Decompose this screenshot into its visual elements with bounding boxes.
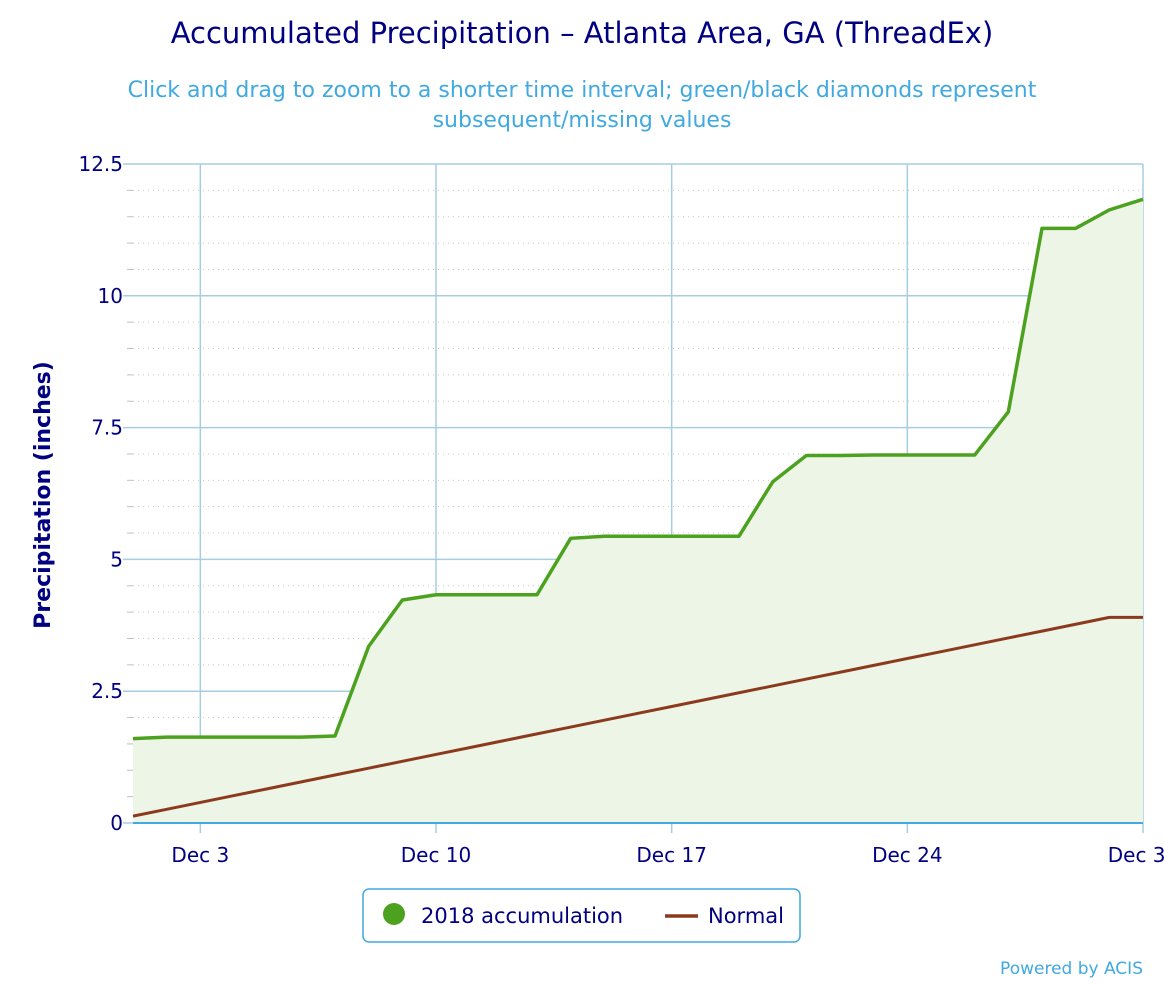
chart-subtitle-line-2: subsequent/missing values xyxy=(433,108,732,133)
chart-subtitle-line-1: Click and drag to zoom to a shorter time… xyxy=(128,78,1037,103)
x-tick-label: Dec 17 xyxy=(636,843,707,867)
legend-box xyxy=(362,888,801,943)
legend: 2018 accumulation Normal xyxy=(362,888,801,943)
y-tick-label: 0 xyxy=(110,811,123,835)
accumulation-area xyxy=(133,199,1143,824)
legend-item-normal[interactable]: Normal xyxy=(665,904,784,928)
chart-title: Accumulated Precipitation – Atlanta Area… xyxy=(171,16,994,50)
x-tick-label: Dec 31 xyxy=(1108,843,1164,867)
legend-label-accumulation: 2018 accumulation xyxy=(421,904,623,928)
y-axis-title: Precipitation (inches) xyxy=(31,361,56,629)
legend-label-normal: Normal xyxy=(708,904,784,928)
legend-marker-accumulation xyxy=(383,903,405,925)
x-tick-label: Dec 10 xyxy=(401,843,472,867)
legend-item-accumulation[interactable]: 2018 accumulation xyxy=(383,903,623,928)
x-tick-label: Dec 24 xyxy=(872,843,943,867)
series-layer[interactable] xyxy=(132,197,1144,824)
y-axis-tick-labels: 0 2.5 5 7.5 10 12.5 xyxy=(78,152,123,835)
y-tick-label: 7.5 xyxy=(91,416,123,440)
y-tick-label: 12.5 xyxy=(78,152,123,176)
credit-link[interactable]: Powered by ACIS xyxy=(1000,959,1143,979)
y-tick-label: 10 xyxy=(98,284,123,308)
y-tick-label: 5 xyxy=(110,547,123,571)
normal-line[interactable] xyxy=(132,615,1143,818)
accumulation-line[interactable] xyxy=(132,197,1144,741)
y-tick-label: 2.5 xyxy=(91,679,123,703)
x-axis-tick-labels: Dec 3 Dec 10 Dec 17 Dec 24 Dec 31 xyxy=(171,843,1164,867)
x-tick-label: Dec 3 xyxy=(171,843,229,867)
